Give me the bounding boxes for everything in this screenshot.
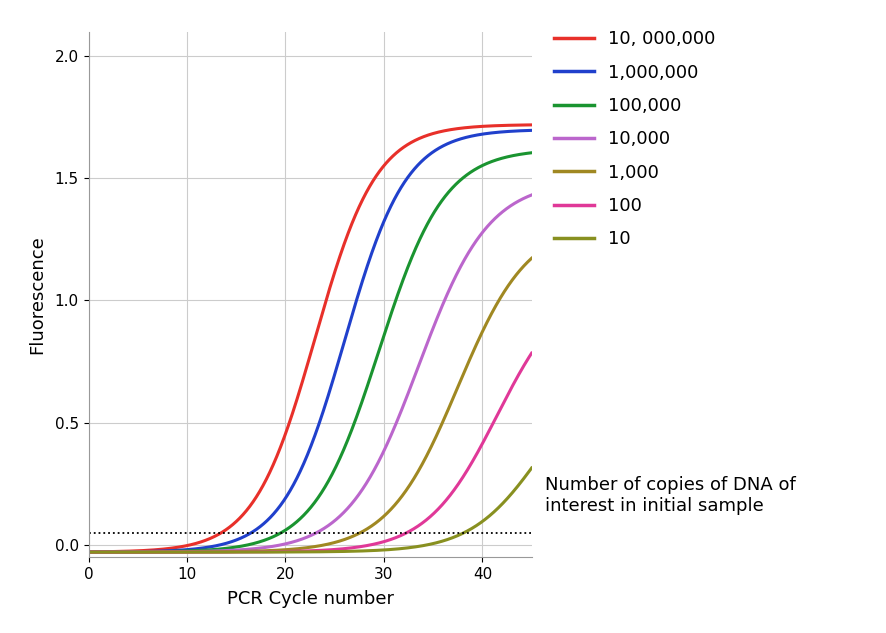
Legend: 10, 000,000, 1,000,000, 100,000, 10,000, 1,000, 100, 10: 10, 000,000, 1,000,000, 100,000, 10,000,… (554, 30, 716, 248)
X-axis label: PCR Cycle number: PCR Cycle number (227, 590, 393, 608)
Y-axis label: Fluorescence: Fluorescence (28, 235, 46, 354)
Text: Number of copies of DNA of
interest in initial sample: Number of copies of DNA of interest in i… (545, 476, 796, 515)
